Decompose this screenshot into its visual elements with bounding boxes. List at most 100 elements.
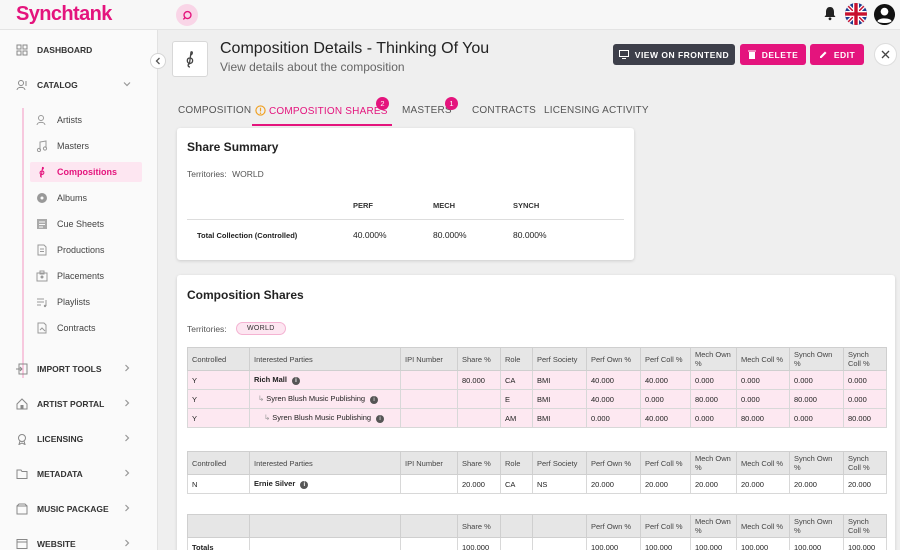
sidebar-item-label: CATALOG xyxy=(37,80,78,90)
sidebar-item-albums[interactable]: Albums xyxy=(30,188,142,208)
summary-mech-value: 80.000% xyxy=(433,230,467,240)
close-button[interactable] xyxy=(874,43,897,66)
edit-button[interactable]: EDIT xyxy=(810,44,864,65)
shares-count-badge: 2 xyxy=(376,97,389,110)
tab-contracts[interactable]: CONTRACTS xyxy=(472,105,537,116)
search-button[interactable] xyxy=(176,4,198,26)
dashboard-icon xyxy=(16,44,28,56)
shares-table-uncontrolled: Controlled Interested Parties IPI Number… xyxy=(187,451,887,494)
party-name: Rich Mall xyxy=(254,375,287,385)
info-icon[interactable]: i xyxy=(291,376,300,385)
column-header: Perf Coll % xyxy=(640,514,691,538)
cell-party: Ernie Silver i xyxy=(249,474,401,494)
cell-society: BMI xyxy=(532,370,587,390)
cell-share: 100.000 xyxy=(457,537,501,550)
sidebar-item-contracts[interactable]: Contracts xyxy=(30,318,142,338)
sidebar-item-artists[interactable]: Artists xyxy=(30,110,142,130)
package-icon xyxy=(16,503,28,515)
tab-label: COMPOSITION SHARES xyxy=(269,106,388,117)
sidebar-item-label: MUSIC PACKAGE xyxy=(37,504,109,514)
territory-chip[interactable]: WORLD xyxy=(236,322,286,335)
column-header: Synch Own % xyxy=(789,514,844,538)
column-header: Role xyxy=(500,451,533,475)
column-header xyxy=(249,514,401,538)
cell-controlled: N xyxy=(187,474,250,494)
column-header: Role xyxy=(500,347,533,371)
column-header: Share % xyxy=(457,514,501,538)
sidebar-item-website[interactable]: WEBSITE xyxy=(0,533,158,550)
chevron-right-icon xyxy=(125,469,130,477)
cell-perf-coll: 100.000 xyxy=(640,537,691,550)
app-logo[interactable]: Synchtank xyxy=(16,3,112,25)
sidebar-item-label: METADATA xyxy=(37,469,83,479)
sidebar-item-catalog[interactable]: CATALOG xyxy=(0,74,158,96)
tab-masters[interactable]: MASTERS xyxy=(402,105,452,116)
licensing-icon xyxy=(18,434,26,445)
cell-synch-own: 20.000 xyxy=(789,474,844,494)
notification-bell-icon[interactable] xyxy=(822,5,838,21)
column-header: Interested Parties xyxy=(249,451,401,475)
monitor-icon xyxy=(618,50,629,59)
cell-controlled: Y xyxy=(187,370,250,390)
sidebar-item-masters[interactable]: Masters xyxy=(30,136,142,156)
warning-icon xyxy=(255,105,266,116)
tab-composition-shares[interactable]: COMPOSITION SHARES xyxy=(255,105,388,117)
sidebar-item-cue-sheets[interactable]: Cue Sheets xyxy=(30,214,142,234)
column-header xyxy=(532,514,587,538)
sidebar-item-metadata[interactable]: METADATA xyxy=(0,463,158,485)
cell-mech-own: 100.000 xyxy=(690,537,737,550)
catalog-submenu-line xyxy=(22,108,24,378)
table-row[interactable]: Y Rich Mall i 80.000 CA BMI 40.000 40.000… xyxy=(187,370,887,390)
table-header-row: Controlled Interested Parties IPI Number… xyxy=(187,347,887,371)
table-row[interactable]: Y ↳ Syren Blush Music Publishing i AM BMI … xyxy=(187,408,887,428)
column-header: Perf Society xyxy=(532,451,587,475)
cell-share: 80.000 xyxy=(457,370,501,390)
column-header: Mech Coll % xyxy=(736,514,790,538)
sidebar-item-label: Cue Sheets xyxy=(57,219,105,229)
sidebar: DASHBOARD CATALOG Artists Masters Compos… xyxy=(0,30,158,550)
view-on-frontend-button[interactable]: VIEW ON FRONTEND xyxy=(613,44,735,65)
cell-mech-coll: 0.000 xyxy=(736,389,790,409)
catalog-icon xyxy=(16,80,27,91)
cell-perf-own: 100.000 xyxy=(586,537,641,550)
column-header: IPI Number xyxy=(400,347,458,371)
sidebar-collapse-button[interactable] xyxy=(150,53,166,69)
sidebar-item-artist-portal[interactable]: ARTIST PORTAL xyxy=(0,393,158,415)
sidebar-item-import-tools[interactable]: IMPORT TOOLS xyxy=(0,358,158,380)
tab-licensing-activity[interactable]: LICENSING ACTIVITY xyxy=(544,105,649,116)
sidebar-item-licensing[interactable]: LICENSING xyxy=(0,428,158,450)
sidebar-item-playlists[interactable]: Playlists xyxy=(30,292,142,312)
table-header-row: Share % Perf Own % Perf Coll % Mech Own … xyxy=(187,514,887,538)
cell-mech-coll: 100.000 xyxy=(736,537,790,550)
sidebar-item-music-package[interactable]: MUSIC PACKAGE xyxy=(0,498,158,520)
user-account-icon[interactable] xyxy=(873,3,896,26)
cue-sheet-icon xyxy=(37,219,47,229)
table-row[interactable]: N Ernie Silver i 20.000 CA NS 20.000 20.0… xyxy=(187,474,887,494)
cell-perf-coll: 20.000 xyxy=(640,474,691,494)
composition-shares-card: Composition Shares Territories: WORLD Co… xyxy=(177,275,895,550)
sidebar-item-compositions[interactable]: Compositions xyxy=(30,162,142,182)
sidebar-item-dashboard[interactable]: DASHBOARD xyxy=(0,39,158,61)
cell-controlled: Y xyxy=(187,408,250,428)
column-header: Controlled xyxy=(187,451,250,475)
tab-composition[interactable]: COMPOSITION xyxy=(178,105,252,116)
sidebar-item-label: Albums xyxy=(57,193,88,203)
summary-divider xyxy=(187,219,624,220)
info-icon[interactable]: i xyxy=(300,480,309,489)
sidebar-item-placements[interactable]: Placements xyxy=(30,266,142,286)
info-icon[interactable]: i xyxy=(370,395,379,404)
chevron-right-icon xyxy=(125,539,130,547)
sidebar-item-productions[interactable]: Productions xyxy=(30,240,142,260)
table-row[interactable]: Y ↳ Syren Blush Music Publishing i E BMI 4… xyxy=(187,389,887,409)
column-header: Synch Own % xyxy=(789,451,844,475)
info-icon[interactable]: i xyxy=(376,414,385,423)
page-title: Composition Details - Thinking Of You xyxy=(220,40,490,57)
import-icon xyxy=(16,363,28,375)
composition-clef-icon xyxy=(172,41,208,77)
language-flag-icon[interactable] xyxy=(845,3,867,25)
cell-society: BMI xyxy=(532,408,587,428)
column-header: Perf Own % xyxy=(586,451,641,475)
sidebar-item-label: Playlists xyxy=(57,297,91,307)
territories-value: WORLD xyxy=(232,169,264,179)
delete-button[interactable]: DELETE xyxy=(740,44,806,65)
